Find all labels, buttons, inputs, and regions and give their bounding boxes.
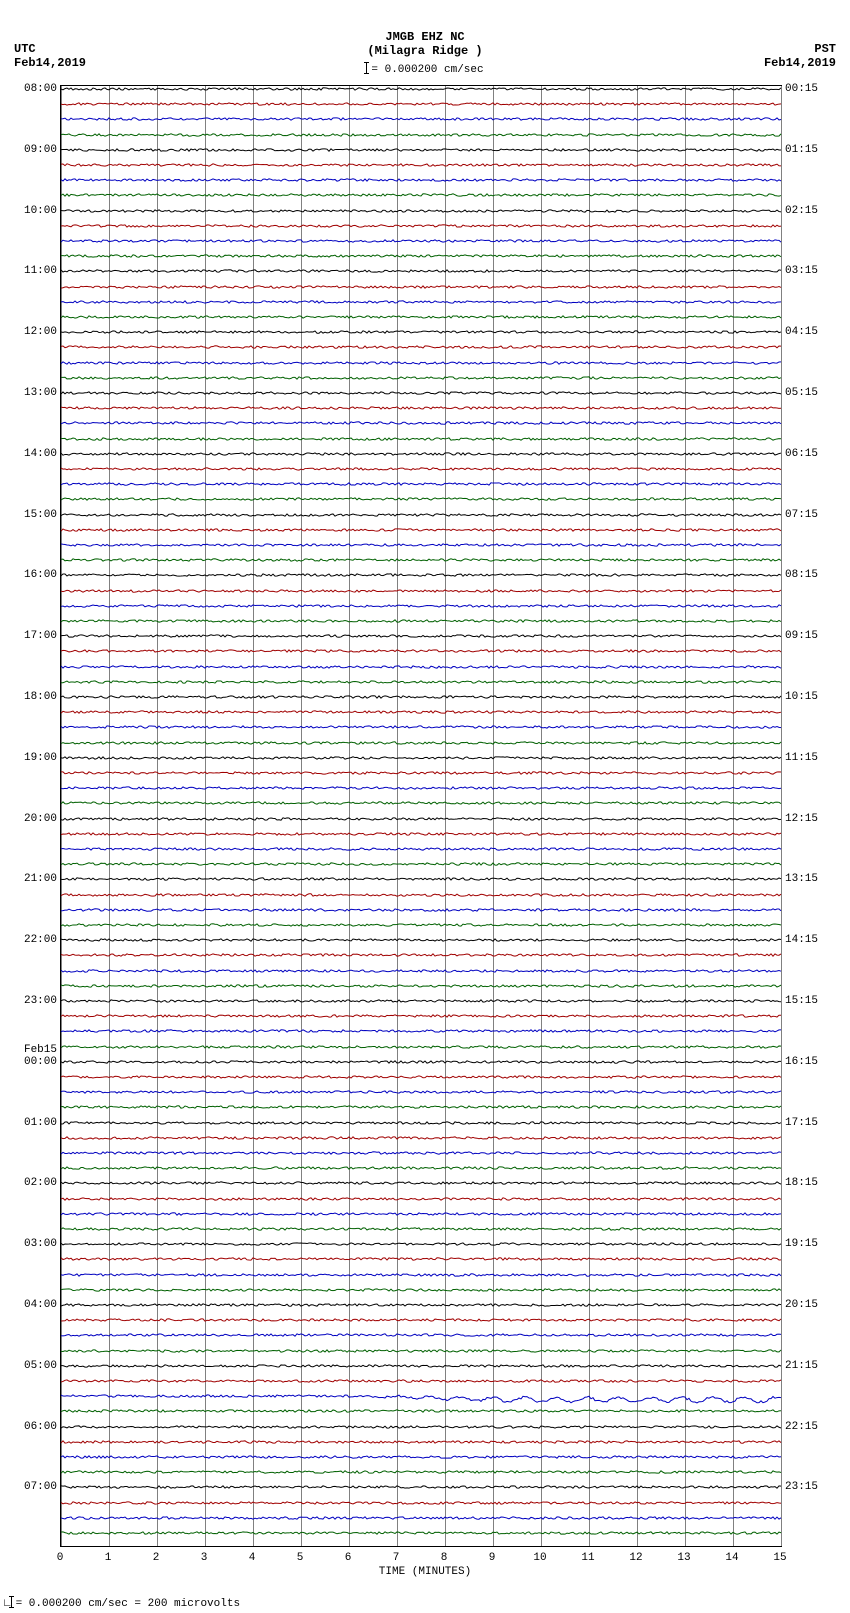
utc-hour-label: 14:00	[24, 448, 57, 460]
footer-scale: ∟= 0.000200 cm/sec = 200 microvolts	[4, 1596, 240, 1610]
utc-hour-label: 06:00	[24, 1421, 57, 1433]
pst-hour-label: 23:15	[785, 1481, 818, 1493]
utc-hour-label: 09:00	[24, 144, 57, 156]
pst-hour-label: 00:15	[785, 83, 818, 95]
x-tick: 10	[533, 1552, 546, 1564]
pst-hour-label: 21:15	[785, 1360, 818, 1372]
x-tick: 7	[393, 1552, 400, 1564]
utc-hour-label: 18:00	[24, 691, 57, 703]
x-tick: 12	[629, 1552, 642, 1564]
x-tick: 3	[201, 1552, 208, 1564]
pst-hour-label: 10:15	[785, 691, 818, 703]
utc-hour-label: 16:00	[24, 569, 57, 581]
plot-area: 08:0009:0010:0011:0012:0013:0014:0015:00…	[60, 85, 782, 1547]
x-tick: 1	[105, 1552, 112, 1564]
pst-date: Feb14,2019	[764, 56, 836, 70]
x-tick: 11	[581, 1552, 594, 1564]
pst-hour-label: 17:15	[785, 1117, 818, 1129]
pst-label: PST	[814, 42, 836, 56]
seismic-trace	[61, 1523, 781, 1543]
utc-date-marker: Feb15	[24, 1044, 57, 1056]
pst-hour-label: 04:15	[785, 326, 818, 338]
pst-hour-label: 13:15	[785, 873, 818, 885]
scale-top: = 0.000200 cm/sec	[0, 62, 850, 76]
pst-hour-label: 09:15	[785, 630, 818, 642]
x-axis-label: TIME (MINUTES)	[0, 1566, 850, 1578]
utc-hour-label: 02:00	[24, 1177, 57, 1189]
x-tick: 8	[441, 1552, 448, 1564]
x-tick: 2	[153, 1552, 160, 1564]
x-tick: 4	[249, 1552, 256, 1564]
pst-hour-label: 16:15	[785, 1056, 818, 1068]
station-title: JMGB EHZ NC	[0, 30, 850, 44]
scale-text: = 0.000200 cm/sec	[371, 64, 483, 76]
pst-hour-label: 03:15	[785, 265, 818, 277]
utc-hour-label: 13:00	[24, 387, 57, 399]
utc-label: UTC	[14, 42, 36, 56]
pst-hour-label: 12:15	[785, 813, 818, 825]
utc-hour-label: 12:00	[24, 326, 57, 338]
pst-hour-label: 05:15	[785, 387, 818, 399]
pst-hour-label: 14:15	[785, 934, 818, 946]
x-tick: 6	[345, 1552, 352, 1564]
utc-hour-label: 11:00	[24, 265, 57, 277]
pst-hour-label: 11:15	[785, 752, 818, 764]
x-tick: 5	[297, 1552, 304, 1564]
utc-hour-label: 19:00	[24, 752, 57, 764]
utc-hour-label: 00:00	[24, 1056, 57, 1068]
station-location: (Milagra Ridge )	[0, 44, 850, 58]
x-tick: 0	[57, 1552, 64, 1564]
pst-hour-label: 02:15	[785, 205, 818, 217]
pst-hour-label: 01:15	[785, 144, 818, 156]
utc-hour-label: 23:00	[24, 995, 57, 1007]
utc-hour-label: 04:00	[24, 1299, 57, 1311]
utc-hour-label: 07:00	[24, 1481, 57, 1493]
footer-text: = 0.000200 cm/sec = 200 microvolts	[16, 1598, 240, 1610]
utc-hour-label: 03:00	[24, 1238, 57, 1250]
utc-date: Feb14,2019	[14, 56, 86, 70]
pst-hour-label: 08:15	[785, 569, 818, 581]
utc-hour-label: 15:00	[24, 509, 57, 521]
pst-hour-label: 06:15	[785, 448, 818, 460]
x-tick: 9	[489, 1552, 496, 1564]
utc-hour-label: 22:00	[24, 934, 57, 946]
utc-hour-label: 05:00	[24, 1360, 57, 1372]
x-tick: 14	[725, 1552, 738, 1564]
pst-hour-label: 19:15	[785, 1238, 818, 1250]
utc-hour-label: 21:00	[24, 873, 57, 885]
pst-hour-label: 20:15	[785, 1299, 818, 1311]
utc-hour-label: 10:00	[24, 205, 57, 217]
seismogram-container: JMGB EHZ NC (Milagra Ridge ) = 0.000200 …	[0, 0, 850, 1613]
utc-hour-label: 20:00	[24, 813, 57, 825]
x-tick: 15	[773, 1552, 786, 1564]
pst-hour-label: 22:15	[785, 1421, 818, 1433]
x-tick: 13	[677, 1552, 690, 1564]
pst-hour-label: 15:15	[785, 995, 818, 1007]
utc-hour-label: 01:00	[24, 1117, 57, 1129]
pst-hour-label: 07:15	[785, 509, 818, 521]
pst-hour-label: 18:15	[785, 1177, 818, 1189]
utc-hour-label: 08:00	[24, 83, 57, 95]
utc-hour-label: 17:00	[24, 630, 57, 642]
